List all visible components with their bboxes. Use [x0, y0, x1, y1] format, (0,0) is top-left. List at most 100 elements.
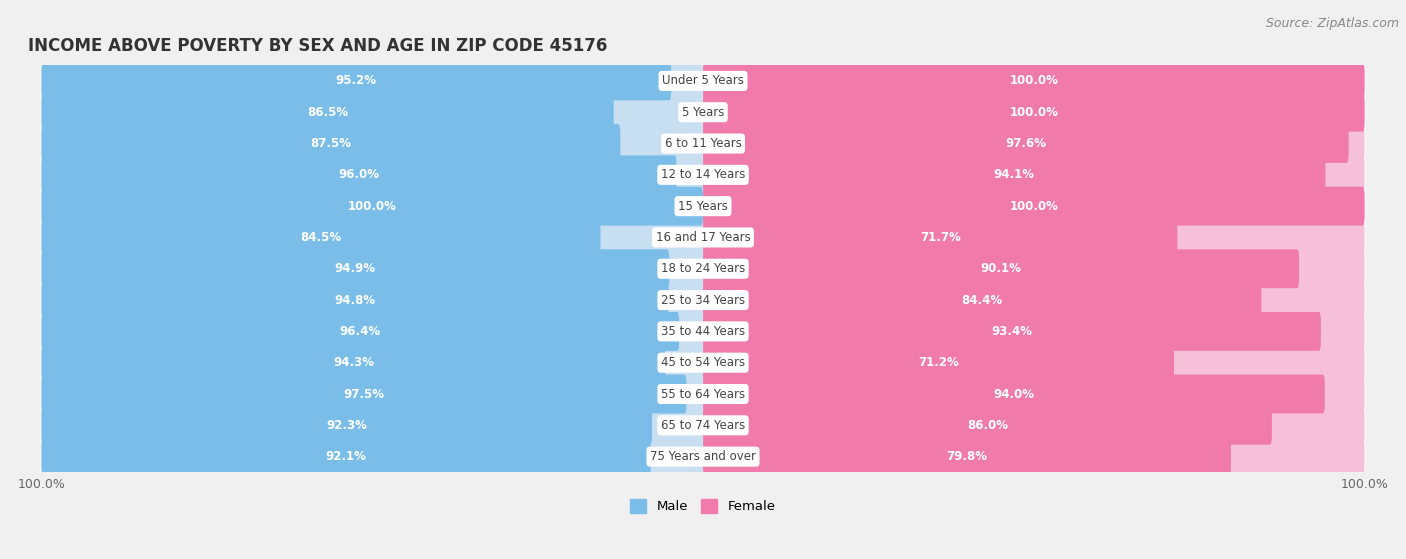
FancyBboxPatch shape	[42, 406, 703, 445]
FancyBboxPatch shape	[703, 312, 1320, 351]
Text: 94.3%: 94.3%	[333, 356, 374, 369]
FancyBboxPatch shape	[703, 375, 1324, 414]
FancyBboxPatch shape	[42, 218, 600, 257]
FancyBboxPatch shape	[41, 93, 1365, 131]
FancyBboxPatch shape	[41, 438, 1365, 475]
Text: 79.8%: 79.8%	[946, 450, 987, 463]
Text: 97.6%: 97.6%	[1005, 137, 1046, 150]
Text: 35 to 44 Years: 35 to 44 Years	[661, 325, 745, 338]
FancyBboxPatch shape	[41, 406, 1365, 444]
FancyBboxPatch shape	[703, 218, 1177, 257]
Text: Source: ZipAtlas.com: Source: ZipAtlas.com	[1265, 17, 1399, 30]
FancyBboxPatch shape	[42, 61, 671, 100]
FancyBboxPatch shape	[41, 375, 1365, 413]
FancyBboxPatch shape	[703, 281, 1364, 320]
Text: INCOME ABOVE POVERTY BY SEX AND AGE IN ZIP CODE 45176: INCOME ABOVE POVERTY BY SEX AND AGE IN Z…	[28, 37, 607, 55]
Text: 96.0%: 96.0%	[339, 168, 380, 181]
FancyBboxPatch shape	[703, 437, 1364, 476]
Text: 97.5%: 97.5%	[343, 387, 384, 400]
Text: 84.5%: 84.5%	[301, 231, 342, 244]
FancyBboxPatch shape	[42, 312, 679, 351]
FancyBboxPatch shape	[703, 312, 1364, 351]
FancyBboxPatch shape	[703, 218, 1364, 257]
FancyBboxPatch shape	[703, 61, 1364, 100]
FancyBboxPatch shape	[42, 281, 669, 320]
FancyBboxPatch shape	[703, 187, 1364, 226]
FancyBboxPatch shape	[42, 343, 665, 382]
FancyBboxPatch shape	[42, 343, 703, 382]
FancyBboxPatch shape	[42, 375, 703, 414]
FancyBboxPatch shape	[41, 250, 1365, 287]
FancyBboxPatch shape	[42, 155, 703, 194]
Text: Under 5 Years: Under 5 Years	[662, 74, 744, 87]
FancyBboxPatch shape	[41, 281, 1365, 319]
FancyBboxPatch shape	[703, 406, 1272, 445]
FancyBboxPatch shape	[42, 218, 703, 257]
Text: 93.4%: 93.4%	[991, 325, 1032, 338]
Text: 94.8%: 94.8%	[335, 293, 375, 306]
FancyBboxPatch shape	[41, 344, 1365, 381]
Text: 96.4%: 96.4%	[340, 325, 381, 338]
Text: 86.5%: 86.5%	[307, 106, 349, 119]
FancyBboxPatch shape	[703, 93, 1364, 131]
Text: 100.0%: 100.0%	[1010, 106, 1059, 119]
Text: 75 Years and over: 75 Years and over	[650, 450, 756, 463]
Text: 92.3%: 92.3%	[326, 419, 367, 432]
Text: 100.0%: 100.0%	[1010, 200, 1059, 212]
FancyBboxPatch shape	[41, 62, 1365, 100]
Text: 94.1%: 94.1%	[994, 168, 1035, 181]
FancyBboxPatch shape	[42, 437, 703, 476]
FancyBboxPatch shape	[703, 343, 1174, 382]
FancyBboxPatch shape	[703, 155, 1326, 194]
FancyBboxPatch shape	[42, 155, 676, 194]
FancyBboxPatch shape	[42, 375, 686, 414]
FancyBboxPatch shape	[42, 281, 703, 320]
Text: 87.5%: 87.5%	[311, 137, 352, 150]
FancyBboxPatch shape	[703, 437, 1230, 476]
Text: 65 to 74 Years: 65 to 74 Years	[661, 419, 745, 432]
FancyBboxPatch shape	[42, 249, 669, 288]
Text: 45 to 54 Years: 45 to 54 Years	[661, 356, 745, 369]
FancyBboxPatch shape	[41, 125, 1365, 162]
FancyBboxPatch shape	[703, 343, 1364, 382]
FancyBboxPatch shape	[42, 249, 703, 288]
Legend: Male, Female: Male, Female	[626, 494, 780, 519]
FancyBboxPatch shape	[42, 124, 620, 163]
Text: 92.1%: 92.1%	[326, 450, 367, 463]
Text: 86.0%: 86.0%	[967, 419, 1008, 432]
FancyBboxPatch shape	[42, 93, 703, 131]
FancyBboxPatch shape	[41, 219, 1365, 256]
Text: 100.0%: 100.0%	[1010, 74, 1059, 87]
FancyBboxPatch shape	[42, 437, 651, 476]
Text: 95.2%: 95.2%	[336, 74, 377, 87]
Text: 55 to 64 Years: 55 to 64 Years	[661, 387, 745, 400]
Text: 90.1%: 90.1%	[980, 262, 1021, 275]
Text: 94.0%: 94.0%	[994, 387, 1035, 400]
Text: 94.9%: 94.9%	[335, 262, 375, 275]
FancyBboxPatch shape	[42, 61, 703, 100]
FancyBboxPatch shape	[41, 156, 1365, 193]
Text: 71.7%: 71.7%	[920, 231, 960, 244]
FancyBboxPatch shape	[703, 281, 1261, 320]
FancyBboxPatch shape	[703, 406, 1364, 445]
FancyBboxPatch shape	[42, 93, 613, 131]
Text: 16 and 17 Years: 16 and 17 Years	[655, 231, 751, 244]
FancyBboxPatch shape	[42, 187, 703, 226]
FancyBboxPatch shape	[703, 155, 1364, 194]
FancyBboxPatch shape	[703, 124, 1348, 163]
FancyBboxPatch shape	[703, 249, 1299, 288]
Text: 84.4%: 84.4%	[962, 293, 1002, 306]
FancyBboxPatch shape	[41, 187, 1365, 225]
FancyBboxPatch shape	[42, 187, 703, 226]
Text: 100.0%: 100.0%	[347, 200, 396, 212]
Text: 15 Years: 15 Years	[678, 200, 728, 212]
Text: 5 Years: 5 Years	[682, 106, 724, 119]
FancyBboxPatch shape	[703, 375, 1364, 414]
FancyBboxPatch shape	[703, 93, 1364, 131]
Text: 6 to 11 Years: 6 to 11 Years	[665, 137, 741, 150]
Text: 18 to 24 Years: 18 to 24 Years	[661, 262, 745, 275]
FancyBboxPatch shape	[42, 406, 652, 445]
FancyBboxPatch shape	[703, 187, 1364, 226]
FancyBboxPatch shape	[42, 312, 703, 351]
FancyBboxPatch shape	[703, 61, 1364, 100]
